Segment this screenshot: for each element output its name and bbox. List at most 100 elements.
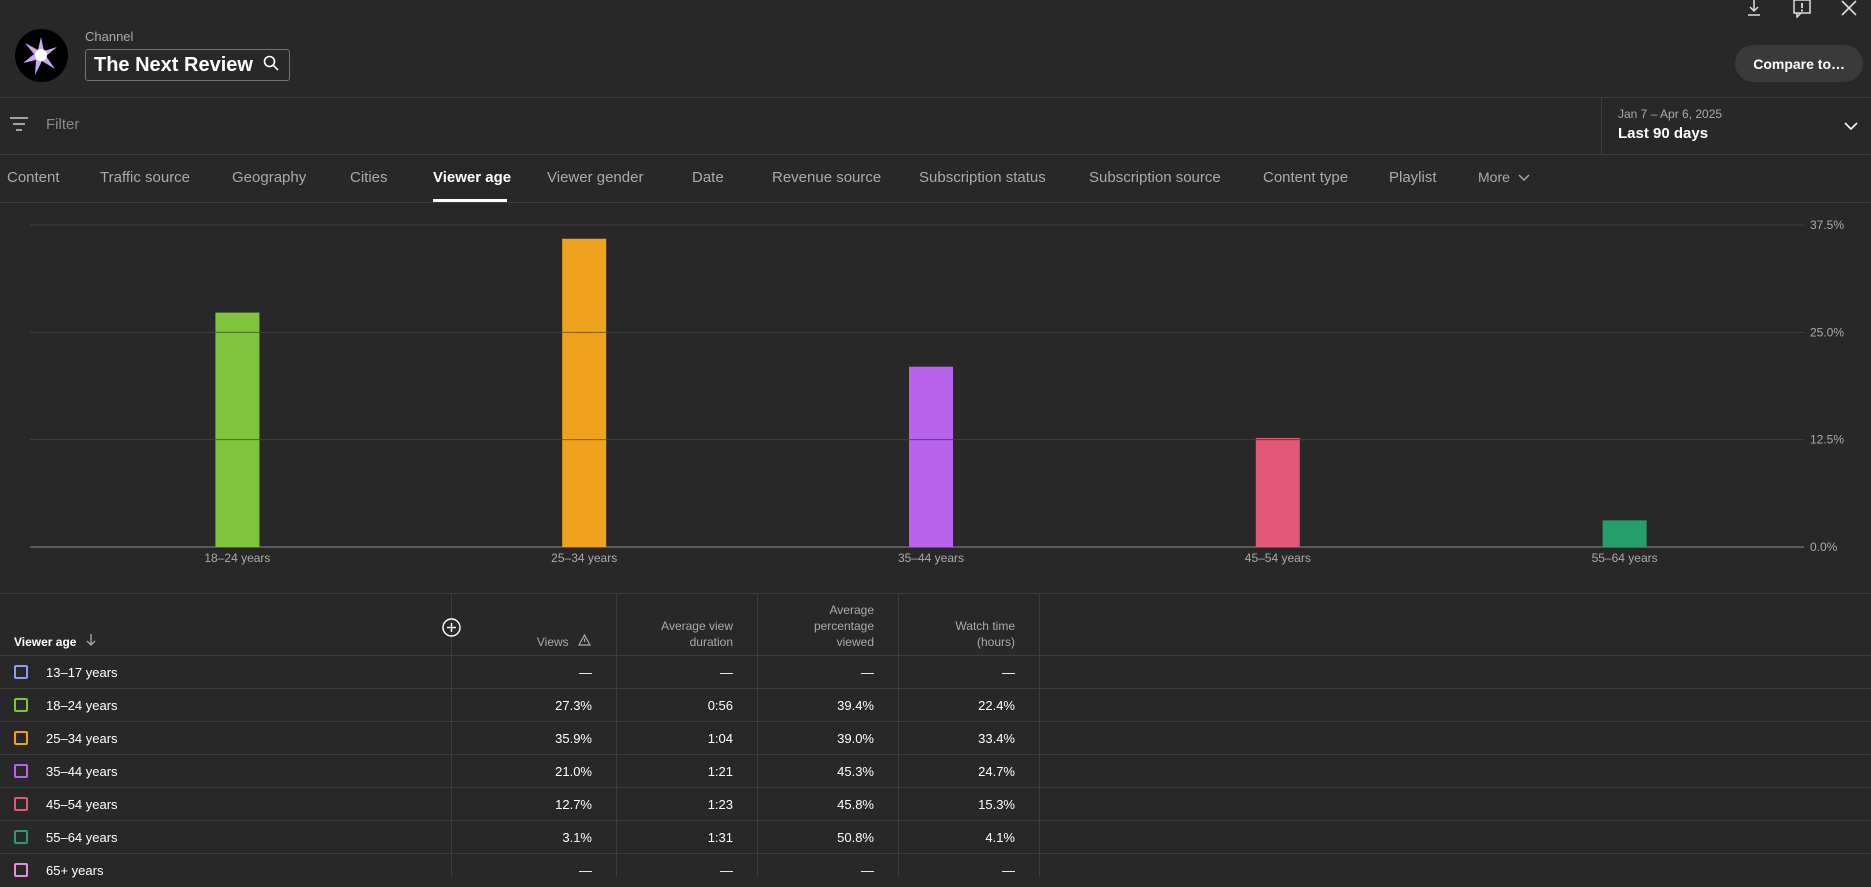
column-header-avg-percentage-viewed[interactable]: Average percentage viewed (814, 602, 874, 650)
row-label: 45–54 years (46, 797, 118, 812)
row-label: 55–64 years (46, 830, 118, 845)
bar[interactable] (909, 366, 953, 547)
y-tick-label: 37.5% (1810, 218, 1844, 232)
tab-geography[interactable]: Geography (232, 169, 307, 186)
avg-duration-cell: — (720, 863, 733, 878)
row-checkbox[interactable] (14, 797, 28, 811)
channel-selector[interactable]: The Next Review (85, 49, 290, 81)
close-icon[interactable] (1841, 0, 1863, 18)
tab-cities[interactable]: Cities (350, 169, 388, 186)
watch-time-cell: 24.7% (978, 764, 1015, 779)
avg-percentage-cell: 39.4% (837, 698, 874, 713)
column-header-line: viewed (836, 635, 874, 649)
report-tabs: Content Traffic source Geography Cities … (0, 155, 1871, 203)
viewer-age-chart: 0.0% 12.5% 25.0% 37.5% 18–24 years 25–34 year… (0, 203, 1871, 583)
column-divider (616, 594, 617, 877)
tab-viewer-gender[interactable]: Viewer gender (547, 169, 644, 186)
table-row[interactable]: 65+ years — — — — (0, 853, 1871, 887)
date-range-text: Jan 7 – Apr 6, 2025 (1618, 107, 1723, 121)
views-cell: 21.0% (555, 764, 592, 779)
watch-time-cell: 33.4% (978, 731, 1015, 746)
channel-label: Channel (85, 29, 134, 44)
row-checkbox[interactable] (14, 698, 28, 712)
tab-content[interactable]: Content (7, 169, 60, 186)
x-tick-label: 25–34 years (551, 551, 617, 565)
channel-avatar[interactable] (15, 29, 68, 82)
table-row[interactable]: 25–34 years 35.9% 1:04 39.0% 33.4% (0, 721, 1871, 755)
table-row[interactable]: 13–17 years — — — — (0, 655, 1871, 689)
table-row[interactable]: 55–64 years 3.1% 1:31 50.8% 4.1% (0, 820, 1871, 854)
column-header-avg-view-duration[interactable]: Average view duration (661, 618, 733, 650)
tab-content-type[interactable]: Content type (1263, 169, 1349, 186)
column-header-line: Average view (661, 619, 733, 633)
arrow-down-icon (80, 634, 96, 649)
avg-duration-cell: 0:56 (707, 698, 733, 713)
column-header-label: Viewer age (14, 635, 77, 649)
avg-percentage-cell: — (861, 665, 874, 680)
avg-duration-cell: 1:23 (707, 797, 733, 812)
views-cell: 27.3% (555, 698, 592, 713)
bar[interactable] (1255, 437, 1300, 547)
avg-percentage-cell: — (861, 863, 874, 878)
chevron-down-icon[interactable] (1844, 118, 1858, 136)
filter-bar[interactable]: Filter (0, 98, 1871, 155)
channel-header: Channel The Next Review Compare to… (0, 0, 1871, 98)
date-range-picker[interactable]: Jan 7 – Apr 6, 2025 Last 90 days (1601, 98, 1871, 154)
search-icon[interactable] (263, 55, 279, 76)
column-divider (757, 594, 758, 877)
tab-subscription-source[interactable]: Subscription source (1089, 169, 1221, 186)
compare-button[interactable]: Compare to… (1735, 45, 1863, 82)
column-divider (898, 594, 899, 877)
y-tick-label: 12.5% (1810, 433, 1844, 447)
filter-icon[interactable] (10, 117, 28, 136)
tab-revenue-source[interactable]: Revenue source (772, 169, 882, 186)
avg-duration-cell: 1:04 (707, 731, 733, 746)
row-label: 35–44 years (46, 764, 118, 779)
row-checkbox[interactable] (14, 863, 28, 877)
date-preset-label: Last 90 days (1618, 125, 1709, 142)
viewer-age-table: Viewer age Views Average view duration A… (0, 593, 1871, 878)
bar[interactable] (562, 238, 607, 548)
bar-chart: 0.0% 12.5% 25.0% 37.5% 18–24 years 25–34 year… (30, 218, 1844, 565)
chevron-down-icon (1514, 169, 1530, 185)
x-tick-label: 45–54 years (1245, 551, 1311, 565)
tab-traffic-source[interactable]: Traffic source (100, 169, 191, 186)
column-header-line: Watch time (955, 619, 1015, 633)
x-tick-label: 55–64 years (1592, 551, 1658, 565)
feedback-icon[interactable] (1793, 0, 1815, 19)
add-column-icon[interactable] (442, 618, 461, 642)
tab-more[interactable]: More (1478, 169, 1530, 185)
x-tick-label: 35–44 years (898, 551, 964, 565)
table-row[interactable]: 18–24 years 27.3% 0:56 39.4% 22.4% (0, 688, 1871, 722)
channel-name: The Next Review (94, 53, 253, 76)
row-checkbox[interactable] (14, 764, 28, 778)
row-checkbox[interactable] (14, 665, 28, 679)
avg-percentage-cell: 39.0% (837, 731, 874, 746)
column-header-viewer-age[interactable]: Viewer age (14, 634, 96, 649)
column-divider (451, 594, 452, 877)
tab-date[interactable]: Date (692, 169, 724, 186)
avg-duration-cell: 1:31 (707, 830, 733, 845)
column-header-watch-time[interactable]: Watch time (hours) (955, 618, 1015, 650)
download-icon[interactable] (1745, 0, 1767, 18)
row-label: 13–17 years (46, 665, 118, 680)
table-row[interactable]: 45–54 years 12.7% 1:23 45.8% 15.3% (0, 787, 1871, 821)
filter-input[interactable]: Filter (46, 116, 80, 133)
views-cell: — (579, 863, 592, 878)
column-header-views[interactable]: Views (537, 633, 592, 650)
row-label: 18–24 years (46, 698, 118, 713)
watch-time-cell: 22.4% (978, 698, 1015, 713)
avg-duration-cell: 1:21 (707, 764, 733, 779)
active-tab-indicator (433, 199, 507, 202)
tab-viewer-age[interactable]: Viewer age (433, 169, 512, 186)
row-checkbox[interactable] (14, 731, 28, 745)
column-header-line: duration (689, 635, 733, 649)
tab-subscription-status[interactable]: Subscription status (919, 169, 1046, 186)
tab-playlist[interactable]: Playlist (1389, 169, 1437, 186)
bar[interactable] (1602, 520, 1647, 547)
y-tick-label: 0.0% (1810, 540, 1838, 554)
table-row[interactable]: 35–44 years 21.0% 1:21 45.3% 24.7% (0, 754, 1871, 788)
row-checkbox[interactable] (14, 830, 28, 844)
bar[interactable] (215, 312, 260, 547)
warning-icon (572, 633, 592, 649)
